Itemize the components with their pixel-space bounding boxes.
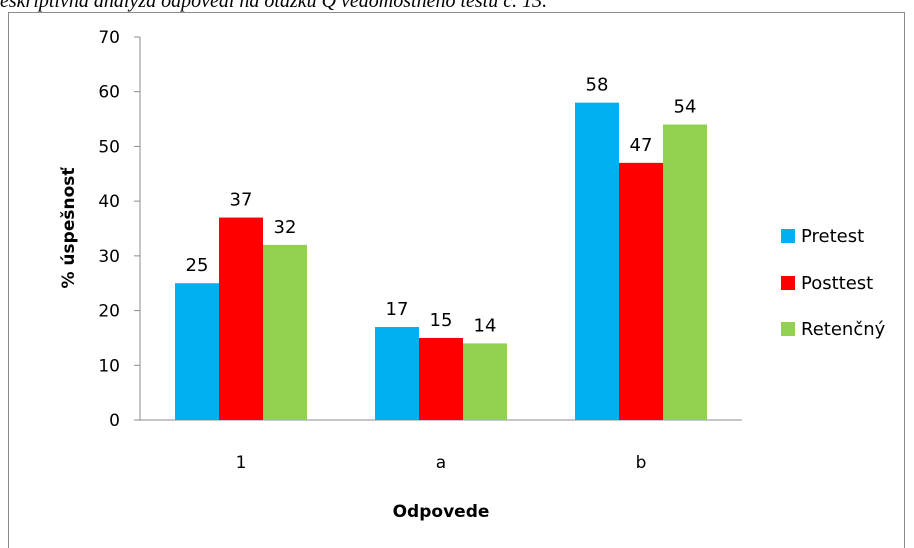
data-label: 32: [274, 217, 297, 238]
y-tick-label: 0: [109, 411, 120, 431]
data-label: 25: [186, 255, 209, 276]
bar-posttest-a: [419, 337, 463, 420]
data-label: 17: [386, 299, 409, 320]
data-label: 15: [430, 310, 453, 331]
bars-group: 25 37 32 17 15 14 58 47 54: [175, 75, 707, 421]
bar-posttest-1: [219, 217, 263, 420]
bar-posttest-b: [619, 162, 663, 421]
data-label: 54: [674, 97, 697, 118]
y-tick-label: 10: [98, 356, 120, 376]
bar-pretest-b: [575, 102, 619, 421]
x-axis-title: Odpovede: [393, 502, 490, 522]
data-label: 58: [586, 75, 609, 96]
x-tick-label: b: [636, 453, 647, 473]
figure-caption: eskriptívna analýza odpovedí na otázku Q…: [0, 0, 548, 12]
legend-label: Pretest: [801, 226, 864, 247]
x-tick-label: a: [436, 453, 446, 473]
data-label: 37: [230, 190, 253, 211]
data-label: 47: [630, 135, 653, 156]
x-axis-ticks: 1 a b: [236, 453, 647, 473]
y-tick-label: 60: [98, 83, 120, 103]
bar-pretest-1: [175, 283, 219, 420]
legend-swatch: [781, 322, 795, 336]
bar-reten-n--b: [663, 124, 707, 421]
legend-swatch: [781, 229, 795, 243]
y-tick-label: 70: [98, 28, 120, 48]
y-tick-label: 20: [98, 302, 120, 322]
legend-swatch: [781, 276, 795, 290]
y-axis-ticks: 0 10 20 30 40 50 60 70: [98, 28, 140, 431]
x-tick-label: 1: [236, 453, 247, 473]
chart-frame: [8, 12, 905, 548]
y-tick-label: 50: [98, 137, 120, 157]
y-tick-label: 40: [98, 192, 120, 212]
y-tick-label: 30: [98, 247, 120, 267]
data-label: 14: [474, 315, 497, 336]
legend-label: Posttest: [801, 273, 873, 294]
legend: Pretest Posttest Retenčný: [781, 226, 886, 340]
y-axis-title: % úspešnosť: [59, 167, 79, 289]
legend-label: Retenčný: [801, 319, 886, 340]
bar-pretest-a: [375, 326, 419, 420]
bar-reten-n--1: [263, 244, 307, 420]
bar-reten-n--a: [463, 343, 507, 420]
